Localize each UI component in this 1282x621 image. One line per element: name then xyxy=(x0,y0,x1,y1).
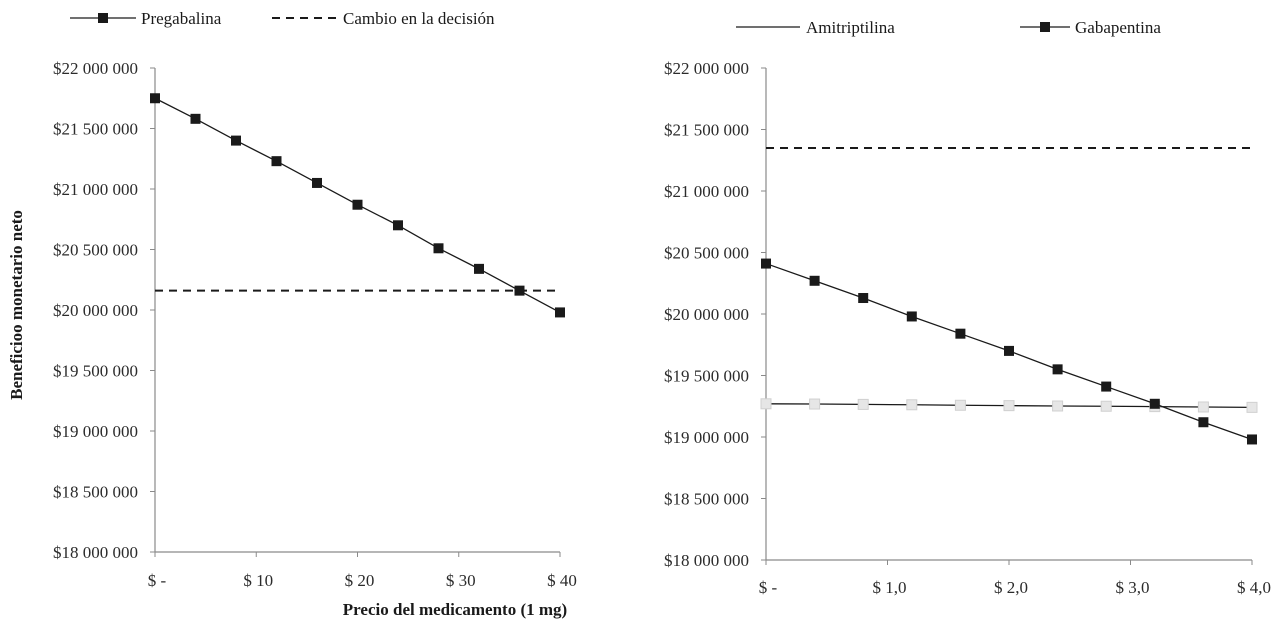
legend-label: Cambio en la decisión xyxy=(343,9,495,28)
y-tick-label: $21 500 000 xyxy=(53,120,138,139)
x-tick-label: $ - xyxy=(148,571,167,590)
data-point-square xyxy=(231,135,241,146)
data-point-square xyxy=(1247,434,1257,445)
data-point-hollow xyxy=(1197,401,1209,413)
x-tick-label: $ 40 xyxy=(547,571,577,590)
data-point-square xyxy=(1149,398,1160,409)
y-tick-label: $20 000 000 xyxy=(53,301,138,320)
x-tick-label: $ 2,0 xyxy=(994,578,1028,597)
legend-item: Amitriptilina xyxy=(736,18,895,37)
x-tick-label: $ 10 xyxy=(243,571,273,590)
chart-2: $18 000 000 $18 500 000 $19 000 000 $19 500… xyxy=(664,18,1271,597)
data-point-hollow xyxy=(906,399,918,411)
data-point-square xyxy=(1198,417,1209,428)
data-point-hollow xyxy=(809,398,821,410)
y-tick-label: $19 500 000 xyxy=(664,367,749,386)
data-point-square xyxy=(271,156,282,167)
data-point-square xyxy=(190,113,201,124)
y-tick-label: $19 000 000 xyxy=(664,428,749,447)
y-tick-label: $20 500 000 xyxy=(664,244,749,263)
x-tick-label: $ - xyxy=(759,578,778,597)
data-point-hollow xyxy=(1003,400,1015,412)
data-point-hollow xyxy=(954,399,966,411)
data-point-square xyxy=(761,258,771,269)
y-tick-label: $18 000 000 xyxy=(53,543,138,562)
y-tick-label: $21 000 000 xyxy=(664,182,749,201)
data-point-square xyxy=(1004,345,1014,356)
data-point-square xyxy=(312,177,322,188)
legend-marker xyxy=(1040,22,1050,32)
x-tick-label: $ 30 xyxy=(446,571,476,590)
legend-label: Amitriptilina xyxy=(806,18,895,37)
data-point-hollow xyxy=(760,398,772,410)
data-point-square xyxy=(809,275,820,286)
y-tick-label: $20 500 000 xyxy=(53,241,138,260)
legend-marker xyxy=(98,13,108,23)
legend-item: Pregabalina xyxy=(70,9,222,28)
x-tick-label: $ 3,0 xyxy=(1116,578,1150,597)
y-axis-title: Beneficioo monetario neto xyxy=(7,210,26,400)
legend-item: Cambio en la decisión xyxy=(272,9,495,28)
chart-1: $18 000 000 $18 500 000 $19 000 000 $19 500… xyxy=(7,9,577,619)
data-point-square xyxy=(858,293,869,304)
data-point-square xyxy=(433,243,444,254)
data-point-hollow xyxy=(1100,400,1112,412)
data-point-hollow xyxy=(1246,401,1258,413)
x-tick-label: $ 4,0 xyxy=(1237,578,1271,597)
data-point-square xyxy=(1052,364,1063,375)
y-tick-label: $22 000 000 xyxy=(664,59,749,78)
y-tick-label: $22 000 000 xyxy=(53,59,138,78)
y-tick-label: $18 500 000 xyxy=(53,483,138,502)
data-point-hollow xyxy=(1052,400,1064,412)
data-point-square xyxy=(474,263,484,274)
y-tick-label: $19 500 000 xyxy=(53,362,138,381)
legend-item: Gabapentina xyxy=(1020,18,1161,37)
data-point-square xyxy=(955,328,966,339)
y-tick-label: $18 500 000 xyxy=(664,490,749,509)
data-point-square xyxy=(1101,381,1112,392)
y-tick-label: $20 000 000 xyxy=(664,305,749,324)
data-point-hollow xyxy=(857,398,869,410)
data-point-square xyxy=(555,307,565,318)
y-tick-label: $18 000 000 xyxy=(664,551,749,570)
x-tick-label: $ 20 xyxy=(345,571,375,590)
x-tick-label: $ 1,0 xyxy=(873,578,907,597)
data-point-square xyxy=(352,199,363,210)
y-tick-label: $19 000 000 xyxy=(53,422,138,441)
data-point-square xyxy=(150,93,160,104)
data-point-square xyxy=(906,311,917,322)
data-point-square xyxy=(393,220,403,231)
legend-label: Gabapentina xyxy=(1075,18,1161,37)
y-tick-label: $21 500 000 xyxy=(664,121,749,140)
y-tick-label: $21 000 000 xyxy=(53,180,138,199)
x-axis-title: Precio del medicamento (1 mg) xyxy=(343,600,567,619)
legend-label: Pregabalina xyxy=(141,9,222,28)
